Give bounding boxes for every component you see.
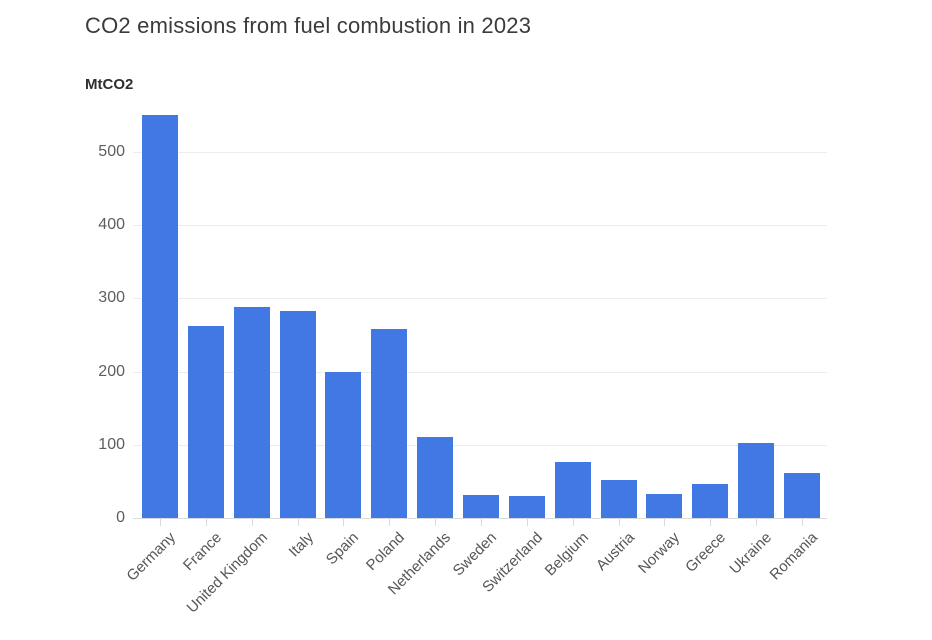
x-label-germany: Germany — [123, 529, 180, 585]
x-tick-netherlands — [435, 519, 437, 526]
gridline-y-300 — [133, 298, 827, 300]
y-tick-label-300: 300 — [98, 289, 125, 307]
x-tick-switzerland — [526, 519, 528, 526]
x-tick-spain — [343, 519, 345, 526]
bar-ukraine[interactable] — [738, 442, 775, 518]
x-tick-ukraine — [756, 519, 758, 526]
y-tick-label-0: 0 — [116, 509, 125, 526]
chart-title: CO2 emissions from fuel combustion in 20… — [85, 13, 532, 38]
x-tick-poland — [389, 519, 391, 526]
bar-spain[interactable] — [325, 371, 362, 518]
x-tick-sweden — [481, 519, 483, 526]
gridline-y-400 — [133, 225, 827, 227]
x-tick-belgium — [572, 519, 574, 526]
x-tick-france — [205, 519, 207, 526]
bar-belgium[interactable] — [554, 462, 591, 518]
bar-united-kingdom[interactable] — [233, 307, 270, 518]
bar-switzerland[interactable] — [508, 496, 545, 518]
gridline-y-100 — [133, 444, 827, 446]
x-tick-italy — [297, 519, 299, 526]
bar-romania[interactable] — [784, 472, 821, 518]
bar-sweden[interactable] — [463, 495, 500, 518]
x-tick-germany — [160, 519, 161, 526]
gridline-y-0 — [133, 518, 827, 519]
y-tick-label-200: 200 — [98, 362, 125, 380]
x-tick-romania — [802, 519, 804, 526]
bar-germany[interactable] — [142, 115, 178, 518]
bar-poland[interactable] — [371, 329, 408, 518]
y-tick-label-400: 400 — [98, 216, 125, 234]
x-tick-norway — [664, 519, 666, 526]
bar-france[interactable] — [187, 326, 224, 518]
gridline-y-200 — [133, 371, 827, 373]
bar-norway[interactable] — [646, 493, 683, 518]
bar-italy[interactable] — [279, 310, 316, 518]
bar-greece[interactable] — [692, 484, 729, 518]
x-tick-united-kingdom — [251, 519, 253, 526]
y-axis-unit-label: MtCO2 — [85, 76, 134, 93]
bar-austria[interactable] — [600, 479, 637, 518]
gridline-y-500 — [133, 151, 827, 153]
x-tick-austria — [618, 519, 620, 526]
y-tick-label-500: 500 — [98, 142, 125, 160]
bar-netherlands[interactable] — [417, 436, 454, 518]
x-tick-greece — [710, 519, 712, 526]
y-tick-label-100: 100 — [98, 435, 125, 453]
